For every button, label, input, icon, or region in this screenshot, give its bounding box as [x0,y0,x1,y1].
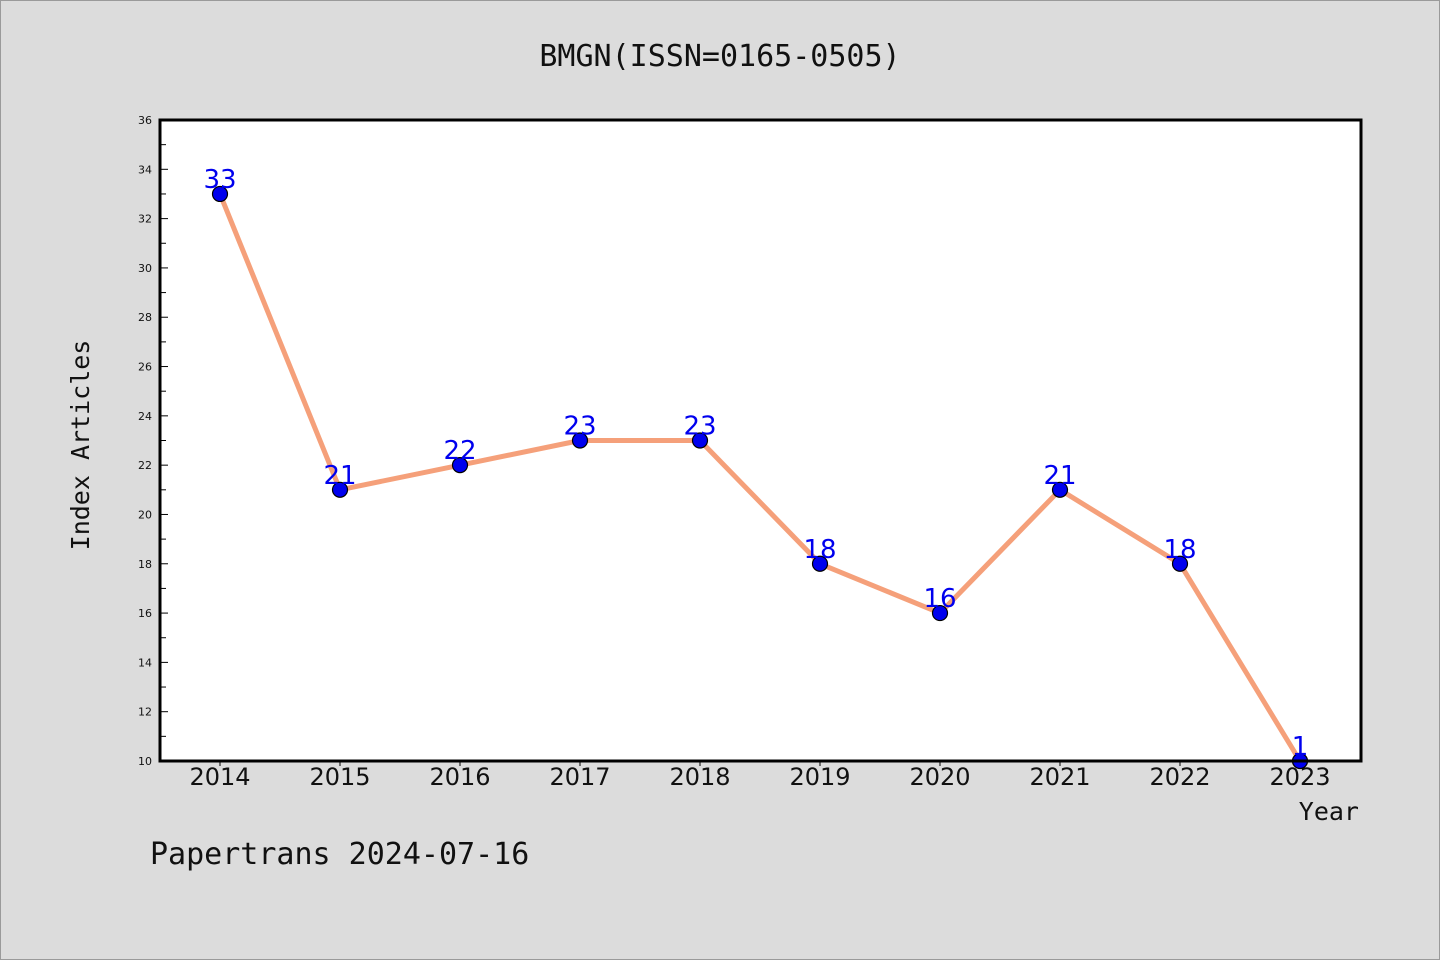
y-tick-label: 16 [138,607,152,620]
y-tick-label: 18 [138,558,152,571]
data-label: 22 [443,436,476,466]
x-tick-label: 2018 [669,763,730,791]
data-label: 18 [803,535,836,565]
data-label: 23 [683,412,716,442]
data-label: 21 [1043,461,1076,491]
data-point [331,481,349,498]
y-axis-label: Index Articles [66,340,95,551]
footer-text: Papertrans 2024-07-16 [150,837,529,872]
y-tick-label: 26 [138,361,152,374]
x-tick-label: 2016 [429,763,490,791]
x-tick-label: 2020 [909,763,970,791]
y-tick-label: 34 [138,163,152,176]
plot-border [158,118,1363,763]
series-group: 33 21 22 23 23 18 16 21 18 1 [203,165,1309,770]
data-point [451,457,469,474]
data-point [691,432,709,449]
data-label: 1 [1292,732,1309,762]
y-tick-label: 32 [138,213,152,226]
x-axis-label: Year [1299,797,1359,826]
data-label: 21 [323,461,356,491]
data-point [931,604,949,622]
data-point [1171,555,1189,572]
x-tick-label: 2021 [1029,763,1090,791]
chart-title: BMGN(ISSN=0165-0505) [539,39,900,74]
plot-area [160,120,1361,761]
y-tick-label: 28 [138,311,152,324]
series-line [217,191,1303,764]
y-tick-label: 10 [138,755,152,768]
x-axis-ticks: 2014 2015 2016 2017 2018 2019 2020 2021 2022 2023 [189,761,1331,791]
x-tick-label: 2014 [189,763,250,791]
x-tick-label: 2022 [1149,763,1210,791]
data-point [1051,481,1069,498]
data-point [211,185,229,203]
y-tick-label: 12 [138,706,152,719]
y-tick-label: 24 [138,410,152,423]
y-tick-label: 22 [138,459,152,472]
data-label: 23 [563,412,596,442]
data-point [571,432,589,449]
x-tick-label: 2015 [309,763,370,791]
y-tick-label: 20 [138,508,152,521]
data-label: 33 [203,165,236,195]
y-tick-label: 36 [138,114,152,127]
data-point [811,555,829,572]
y-tick-label: 14 [138,656,152,669]
data-label: 18 [1163,535,1196,565]
data-label: 16 [923,584,956,614]
y-tick-label: 30 [138,262,152,275]
x-tick-label: 2017 [549,763,610,791]
x-tick-label: 2019 [789,763,850,791]
